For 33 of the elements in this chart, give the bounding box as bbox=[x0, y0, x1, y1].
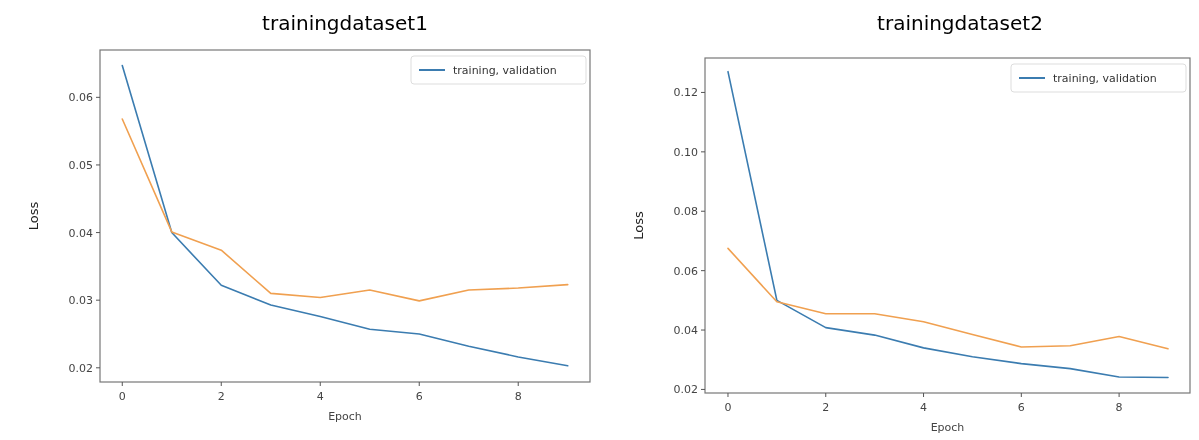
chart-title: trainingdataset2 bbox=[877, 11, 1043, 35]
y-tick-label: 0.06 bbox=[68, 91, 93, 105]
x-axis-title: Epoch bbox=[930, 421, 965, 434]
line-series bbox=[727, 70, 1169, 379]
y-tick-label: 0.03 bbox=[68, 294, 93, 308]
y-axis-title: Loss bbox=[631, 211, 646, 240]
x-tick-label: 8 bbox=[1115, 401, 1123, 414]
y-axis-title: Loss bbox=[26, 201, 41, 231]
x-tick-label: 2 bbox=[822, 401, 830, 414]
x-tick-label: 4 bbox=[316, 390, 324, 403]
line-series bbox=[727, 247, 1169, 350]
y-tick-label: 0.08 bbox=[673, 205, 698, 219]
y-tick-label: 0.04 bbox=[673, 324, 698, 338]
y-tick-label: 0.04 bbox=[68, 226, 93, 240]
line-series bbox=[121, 118, 569, 302]
y-tick-label: 0.05 bbox=[68, 158, 93, 172]
y-tick-label: 0.12 bbox=[673, 86, 698, 100]
x-axis-title: Epoch bbox=[328, 410, 362, 423]
line-series bbox=[121, 64, 569, 367]
y-tick-label: 0.10 bbox=[673, 145, 698, 159]
x-tick-label: 2 bbox=[217, 390, 225, 403]
chart-title: trainingdataset1 bbox=[262, 11, 428, 35]
legend-label: training, validation bbox=[453, 64, 557, 77]
legend-label: training, validation bbox=[1053, 72, 1157, 85]
x-tick-label: 4 bbox=[920, 401, 928, 414]
y-tick-label: 0.02 bbox=[673, 383, 698, 397]
y-tick-label: 0.06 bbox=[673, 264, 698, 278]
x-tick-label: 0 bbox=[724, 401, 732, 414]
x-tick-label: 6 bbox=[415, 390, 423, 403]
x-tick-label: 0 bbox=[118, 390, 126, 403]
y-tick-label: 0.02 bbox=[68, 361, 93, 375]
x-tick-label: 6 bbox=[1017, 401, 1025, 414]
x-tick-label: 8 bbox=[514, 390, 522, 403]
